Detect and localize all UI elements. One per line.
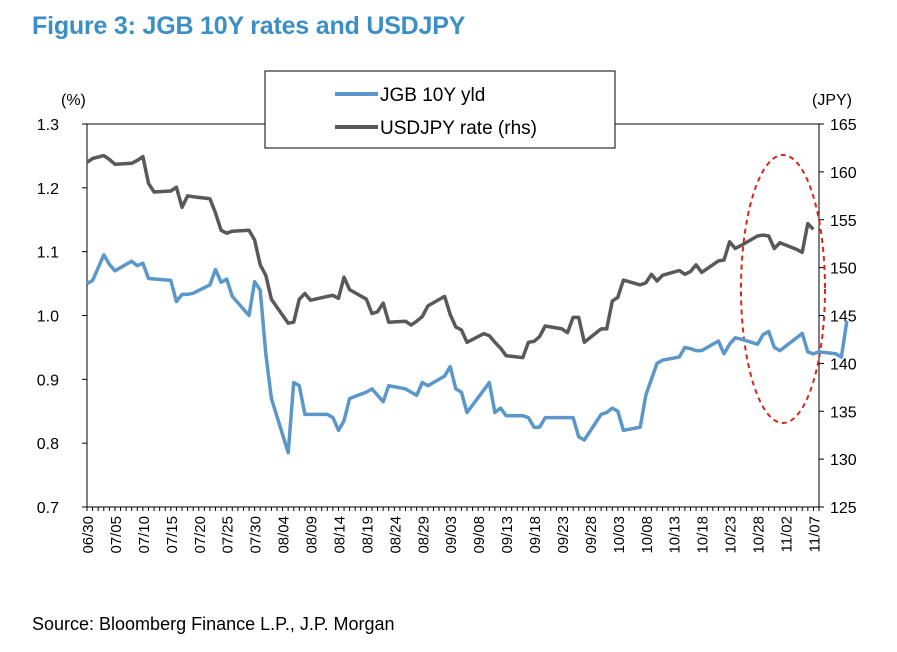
left-tick-label: 0.7 (37, 500, 59, 517)
x-tick-label: 09/28 (583, 516, 600, 554)
x-tick-label: 11/07 (806, 516, 823, 552)
left-tick-label: 0.9 (37, 372, 59, 389)
x-tick-label: 07/30 (248, 516, 265, 554)
left-tick-label: 1.2 (37, 181, 59, 198)
x-tick-label: 07/10 (136, 516, 153, 554)
x-tick-label: 08/24 (387, 516, 404, 554)
x-tick-label: 07/20 (192, 516, 209, 554)
highlight-ellipse (740, 154, 826, 424)
right-tick-label: 145 (830, 309, 857, 326)
left-tick-label: 1.0 (37, 309, 59, 326)
x-tick-label: 11/02 (778, 516, 795, 552)
x-tick-label: 09/18 (527, 516, 544, 554)
x-tick-label: 08/29 (415, 516, 432, 554)
right-tick-label: 155 (830, 213, 857, 230)
right-tick-label: 140 (830, 356, 857, 373)
x-tick-label: 09/13 (499, 516, 516, 554)
right-tick-label: 150 (830, 261, 857, 278)
left-tick-label: 0.8 (37, 436, 59, 453)
right-axis-unit: (JPY) (812, 92, 852, 109)
x-tick-label: 10/28 (751, 516, 768, 554)
usdjpy-line (86, 153, 815, 360)
x-tick-label: 08/19 (359, 516, 376, 554)
left-tick-label: 1.3 (37, 117, 59, 134)
x-tick-label: 07/05 (108, 516, 125, 554)
left-tick-label: 1.1 (37, 245, 59, 262)
x-tick-label: 07/15 (164, 516, 181, 554)
source-note: Source: Bloomberg Finance L.P., J.P. Mor… (32, 614, 395, 634)
jgb-10y-line (86, 253, 849, 455)
right-tick-label: 130 (830, 452, 857, 469)
legend-box (264, 70, 616, 149)
x-tick-label: 09/03 (443, 516, 460, 554)
plot-frame (86, 123, 820, 508)
x-tick-label: 10/13 (667, 516, 684, 554)
x-tick-label: 10/23 (723, 516, 740, 554)
right-tick-label: 125 (830, 500, 857, 517)
right-tick-label: 165 (830, 117, 857, 134)
chart-title: Figure 3: JGB 10Y rates and USDJPY (32, 12, 466, 40)
x-tick-label: 07/25 (220, 516, 237, 554)
x-tick-label: 06/30 (80, 516, 97, 554)
x-tick-label: 10/03 (611, 516, 628, 554)
x-tick-label: 08/14 (331, 516, 348, 554)
right-tick-label: 135 (830, 404, 857, 421)
x-tick-label: 09/08 (471, 516, 488, 554)
legend-label-jgb: JGB 10Y yld (380, 85, 485, 106)
x-tick-label: 08/04 (276, 516, 293, 554)
x-tick-label: 08/09 (304, 516, 321, 554)
x-tick-label: 09/23 (555, 516, 572, 554)
legend-label-usdjpy: USDJPY rate (rhs) (380, 118, 537, 139)
x-tick-label: 10/18 (695, 516, 712, 554)
left-axis-unit: (%) (61, 92, 86, 109)
x-tick-label: 10/08 (639, 516, 656, 554)
right-tick-label: 160 (830, 165, 857, 182)
